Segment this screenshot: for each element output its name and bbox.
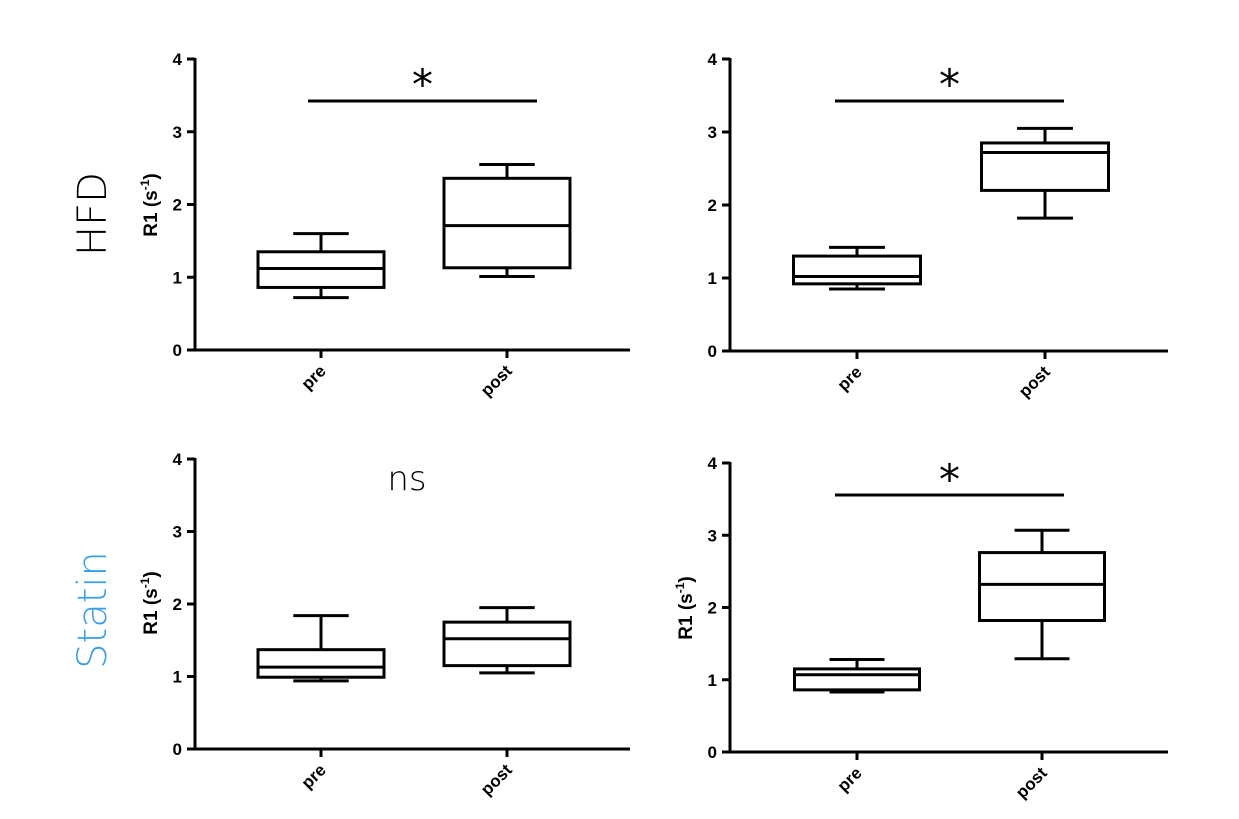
- y-tick-label: 3: [708, 123, 717, 142]
- y-tick-label: 4: [708, 454, 718, 473]
- y-tick-label: 0: [173, 740, 182, 759]
- row-label-hfd: HFD: [70, 172, 116, 256]
- x-tick-label-pre: pre: [298, 361, 330, 393]
- box-pre: [792, 245, 922, 291]
- significance-star: *: [412, 60, 433, 109]
- box-iqr: [256, 648, 386, 679]
- y-tick-label: 3: [173, 123, 182, 142]
- y-tick-label: 2: [173, 595, 182, 614]
- box-post: [442, 162, 572, 279]
- box-iqr: [792, 254, 922, 286]
- y-tick-label: 1: [173, 268, 182, 287]
- box-pre: [256, 232, 386, 300]
- y-tick-label: 0: [708, 342, 717, 361]
- y-tick-label: 1: [708, 269, 717, 288]
- x-tick-label-post: post: [477, 760, 516, 799]
- y-tick-label: 2: [708, 196, 717, 215]
- box-iqr: [442, 176, 572, 270]
- box-pre: [793, 658, 921, 694]
- y-axis-label: R1 (s-1): [138, 571, 162, 634]
- chart-panel-1: 0 1 2 3 4 R1 (s-1) pre post *: [138, 50, 630, 400]
- y-tick-label: 3: [708, 526, 717, 545]
- box-post: [442, 606, 572, 675]
- box-pre: [256, 614, 386, 683]
- y-tick-label: 4: [173, 50, 183, 69]
- box-iqr: [793, 667, 921, 692]
- box-iqr: [980, 141, 1110, 192]
- box-iqr: [442, 620, 572, 668]
- box-post: [978, 528, 1106, 661]
- y-tick-label: 2: [708, 599, 717, 618]
- significance-label: ns: [387, 459, 426, 499]
- box-iqr: [978, 551, 1106, 623]
- y-axis-label: R1 (s-1): [138, 173, 162, 236]
- significance-star: *: [939, 60, 960, 109]
- y-tick-label: 4: [708, 50, 718, 69]
- y-tick-label: 4: [173, 450, 183, 469]
- chart-panel-3: 0 1 2 3 4 R1 (s-1) pre post ns: [138, 450, 630, 799]
- box-post: [980, 126, 1110, 220]
- row-label-statin: Statin: [70, 551, 116, 669]
- chart-panel-2: 0 1 2 3 4 pre post *: [708, 50, 1168, 401]
- x-tick-label-post: post: [477, 361, 516, 400]
- chart-panel-4: 0 1 2 3 4 R1 (s-1) pre post *: [673, 454, 1168, 802]
- x-tick-label-post: post: [1012, 763, 1051, 802]
- y-axis-label: R1 (s-1): [673, 576, 697, 639]
- x-tick-label-post: post: [1015, 362, 1054, 401]
- y-tick-label: 1: [173, 668, 182, 687]
- y-tick-label: 3: [173, 523, 182, 542]
- chart-panels: 0 1 2 3 4 R1 (s-1) pre post * 0 1 2 3 4 pre post * 0 1 2 3 4 R…: [138, 50, 1168, 802]
- y-tick-label: 2: [173, 196, 182, 215]
- y-tick-label: 0: [708, 743, 717, 762]
- y-tick-label: 0: [173, 341, 182, 360]
- x-tick-label-pre: pre: [834, 362, 866, 394]
- x-tick-label-pre: pre: [834, 763, 866, 795]
- y-tick-label: 1: [708, 671, 717, 690]
- significance-star: *: [939, 455, 960, 504]
- x-tick-label-pre: pre: [298, 760, 330, 792]
